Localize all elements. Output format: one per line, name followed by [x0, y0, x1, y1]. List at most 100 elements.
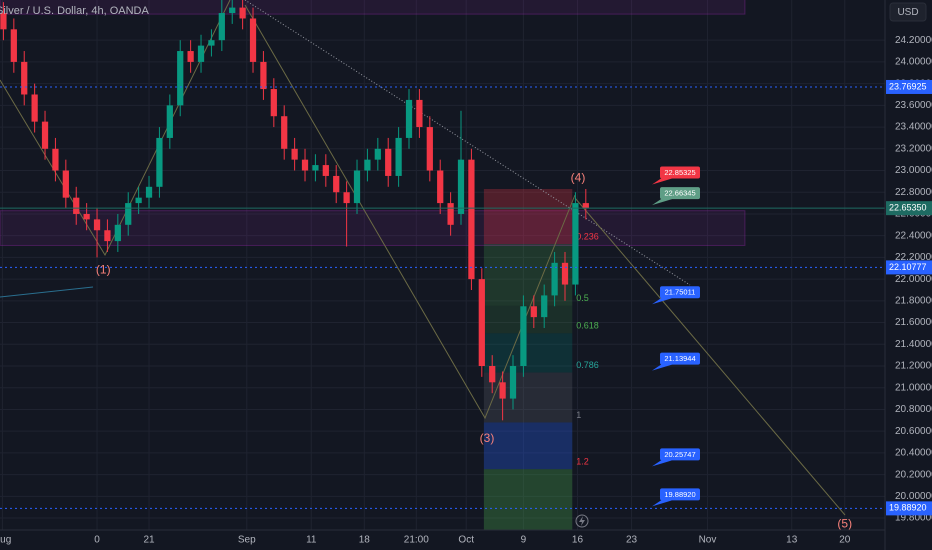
candle-body — [478, 279, 485, 367]
y-tick-label: 21.60000 — [895, 317, 932, 328]
candle-body — [93, 219, 101, 231]
callout-label: 21.75011 — [665, 288, 696, 297]
callout-label: 22.66345 — [664, 189, 695, 198]
candle-body — [0, 13, 7, 30]
candle-body — [239, 7, 246, 19]
candle-body — [73, 197, 80, 214]
y-tick-label: 20.20000 — [895, 469, 932, 480]
fib-band — [483, 305, 573, 334]
x-tick-label: 23 — [626, 535, 638, 546]
candle-body — [582, 203, 589, 209]
candle-body — [364, 159, 371, 171]
y-tick-label: 21.40000 — [895, 339, 932, 350]
fib-band — [483, 372, 573, 423]
y-tick-label: 20.60000 — [895, 426, 932, 437]
zone — [0, 0, 746, 15]
candle-body — [260, 61, 267, 90]
candle-body — [416, 99, 423, 128]
currency-button[interactable] — [889, 2, 927, 22]
candle-body — [551, 262, 558, 296]
candle-body — [343, 192, 350, 204]
fib-band — [483, 422, 573, 470]
candles — [0, 0, 589, 421]
candle-body — [62, 170, 69, 198]
zone — [0, 210, 746, 246]
x-tick-label: 20 — [839, 535, 851, 546]
callout-label: 21.13944 — [664, 354, 695, 363]
candle-body — [489, 366, 496, 383]
fib-band — [483, 244, 573, 306]
callout-box — [660, 352, 700, 365]
candle-body — [322, 165, 329, 176]
y-tick-label: 22.20000 — [895, 252, 932, 263]
candle-body — [353, 170, 361, 204]
candle-body — [83, 213, 90, 220]
callout-box — [660, 286, 700, 299]
y-tick-label: 20.40000 — [895, 448, 932, 459]
y-tick-label: 23.40000 — [895, 122, 932, 133]
fib-level-label: 0.236 — [576, 231, 599, 241]
callout-box — [660, 448, 700, 461]
candle-body — [166, 105, 173, 138]
candle-body — [208, 40, 215, 46]
candle-body — [468, 159, 475, 280]
candle-body — [156, 137, 163, 187]
y-tick-label: 19.80000 — [895, 513, 932, 524]
x-tick-label: 18 — [359, 535, 371, 546]
price-tag — [886, 79, 932, 94]
fib-level-label: 1 — [576, 410, 581, 420]
callout-box — [660, 166, 700, 179]
y-tick-label: 24.00000 — [895, 57, 932, 68]
price-tag — [886, 201, 932, 216]
fib-level-label: 0.5 — [576, 293, 589, 303]
candle-body — [249, 18, 257, 62]
x-tick-label: 0 — [94, 535, 100, 546]
fib-retracement: 0.236 0.5 0.618 0.786 1 1.2 — [483, 188, 599, 530]
price-tag-label: 23.76925 — [889, 81, 927, 91]
wave-label: (3) — [480, 431, 495, 445]
x-tick-label: 13 — [786, 535, 798, 546]
price-tag-label: 22.10777 — [889, 262, 927, 272]
x-tick-label: 21 — [143, 535, 155, 546]
candle-body — [395, 137, 402, 176]
candle-body — [426, 127, 433, 171]
candle-body — [177, 51, 184, 106]
candle-body — [104, 230, 111, 242]
x-tick-label: 9 — [521, 535, 527, 546]
price-tag — [886, 501, 932, 516]
y-tick-label: 23.60000 — [895, 100, 932, 111]
y-tick-label: 21.80000 — [895, 295, 932, 306]
candle-body — [187, 51, 194, 62]
y-tick-label: 22.40000 — [895, 230, 932, 241]
x-tick-label: Sep — [238, 535, 256, 546]
callout-label: 19.88920 — [664, 490, 695, 499]
wave-line — [244, 4, 576, 420]
candle-body — [541, 295, 548, 318]
candle-body — [270, 89, 277, 117]
callout-label: 20.25747 — [664, 450, 695, 459]
candle-body — [10, 29, 17, 62]
ray-line — [0, 286, 94, 298]
price-tag — [886, 260, 932, 275]
y-tick-label: 22.00000 — [895, 274, 932, 285]
candle-body — [405, 99, 413, 138]
y-tick-label: 23.00000 — [895, 165, 932, 176]
y-tick-label: 20.00000 — [895, 491, 932, 502]
candle-body — [447, 203, 454, 225]
candle-body — [291, 148, 298, 160]
candle-body — [281, 116, 288, 149]
candle-body — [457, 159, 465, 214]
grid — [0, 0, 885, 530]
candle-body — [125, 203, 132, 225]
replay-icon[interactable] — [575, 514, 589, 528]
fib-level-label: 0.786 — [576, 360, 599, 370]
zones — [0, 0, 746, 246]
candle-body — [499, 382, 506, 399]
trend-line — [574, 197, 846, 516]
candle-body — [21, 61, 28, 95]
y-tick-label: 21.20000 — [895, 361, 932, 372]
candle-body — [385, 148, 392, 176]
candle-body — [229, 7, 236, 14]
candle-body — [312, 165, 319, 171]
